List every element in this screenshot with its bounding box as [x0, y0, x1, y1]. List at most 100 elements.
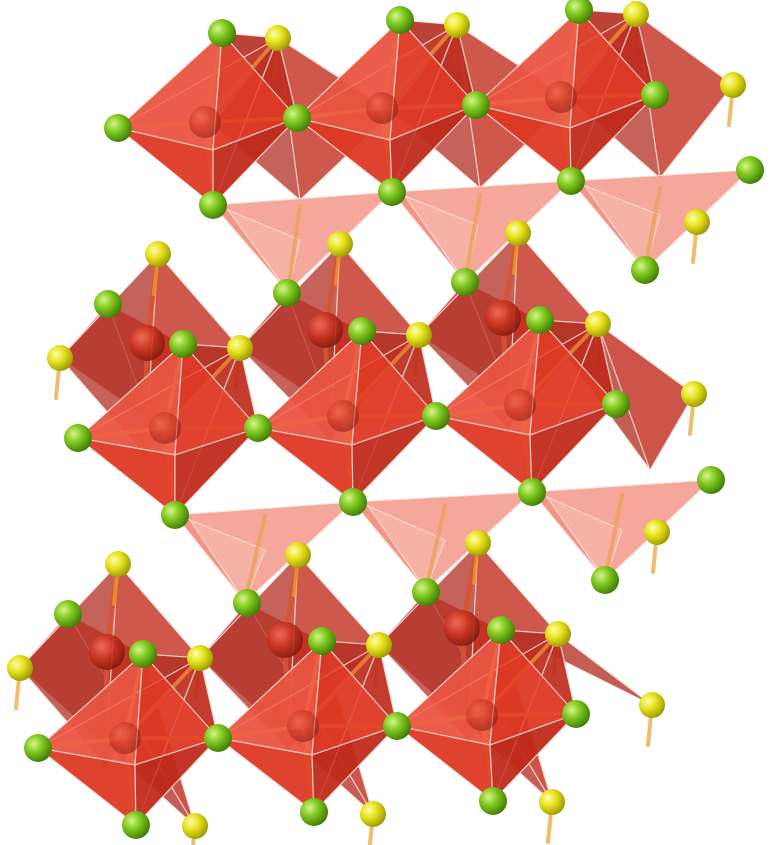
green-atom: [94, 290, 122, 318]
yellow-atom: [639, 692, 665, 718]
green-atom: [233, 589, 261, 617]
green-atom: [526, 306, 554, 334]
green-atom: [54, 600, 82, 628]
octahedron-pale-face: [188, 518, 266, 604]
bond: [286, 204, 302, 294]
green-atom: [565, 0, 593, 24]
yellow-atom: [145, 241, 171, 267]
green-atom: [129, 640, 157, 668]
green-atom: [24, 734, 52, 762]
yellow-atom: [644, 519, 670, 545]
octahedron-pale-face: [569, 169, 752, 271]
octahedron-face: [212, 117, 298, 207]
octahedron-face: [351, 415, 437, 504]
green-atom: [339, 488, 367, 516]
green-atom: [697, 466, 725, 494]
center-atom: [287, 710, 319, 742]
front-polyhedra-group: [36, 8, 657, 827]
green-atom: [308, 627, 336, 655]
yellow-atom: [684, 209, 710, 235]
bond: [603, 493, 624, 582]
yellow-atom: [465, 530, 491, 556]
center-atom: [267, 622, 303, 658]
yellow-atom: [406, 322, 432, 348]
green-atom: [557, 167, 585, 195]
yellow-atom: [505, 220, 531, 246]
octahedron-pale-face: [366, 504, 446, 592]
green-atom: [348, 317, 376, 345]
center-atom: [109, 722, 141, 754]
yellow-atom: [360, 801, 386, 827]
green-atom: [383, 712, 411, 740]
green-atom: [462, 91, 490, 119]
green-atom: [64, 424, 92, 452]
green-atom: [479, 787, 507, 815]
yellow-atom: [539, 789, 565, 815]
yellow-atom: [182, 813, 208, 839]
center-atom: [545, 81, 577, 113]
center-atom: [366, 92, 398, 124]
bond: [424, 503, 447, 592]
center-atom: [189, 106, 221, 138]
green-atom: [378, 178, 406, 206]
center-atom: [466, 699, 498, 731]
yellow-atom: [47, 345, 73, 371]
green-atom: [487, 616, 515, 644]
yellow-atom: [444, 12, 470, 38]
yellow-atom: [366, 632, 392, 658]
green-atom: [199, 191, 227, 219]
atoms-group: [7, 0, 764, 839]
green-atom: [204, 724, 232, 752]
green-atom: [631, 256, 659, 284]
green-atom: [161, 501, 189, 529]
green-atom: [273, 279, 301, 307]
yellow-atom: [623, 1, 649, 27]
green-atom: [386, 6, 414, 34]
green-atom: [208, 19, 236, 47]
octahedron-face: [174, 427, 259, 517]
center-atom: [149, 412, 181, 444]
green-atom: [122, 811, 150, 839]
bond: [463, 193, 482, 284]
green-atom: [412, 578, 440, 606]
yellow-atom: [7, 655, 33, 681]
octahedron-face: [489, 713, 577, 803]
center-atom: [89, 634, 125, 670]
center-atom: [444, 610, 480, 646]
octahedron-pale-face: [583, 184, 661, 272]
yellow-atom: [327, 231, 353, 257]
green-atom: [518, 478, 546, 506]
yellow-atom: [681, 381, 707, 407]
yellow-atom: [187, 645, 213, 671]
green-atom: [451, 268, 479, 296]
yellow-atom: [585, 311, 611, 337]
yellow-atom: [285, 542, 311, 568]
green-atom: [562, 700, 590, 728]
center-atom: [485, 300, 521, 336]
green-atom: [422, 402, 450, 430]
center-atom: [307, 312, 343, 348]
center-atom: [504, 389, 536, 421]
yellow-atom: [227, 335, 253, 361]
green-atom: [283, 104, 311, 132]
yellow-atom: [105, 551, 131, 577]
green-atom: [591, 566, 619, 594]
octahedron-face: [529, 403, 617, 494]
center-atom: [129, 325, 165, 361]
center-atom: [327, 400, 359, 432]
yellow-atom: [545, 621, 571, 647]
yellow-atom: [720, 72, 746, 98]
octahedron-face: [134, 737, 219, 827]
green-atom: [602, 390, 630, 418]
yellow-atom: [265, 25, 291, 51]
green-atom: [641, 81, 669, 109]
green-atom: [300, 798, 328, 826]
octahedron-pale-face: [545, 495, 623, 582]
octahedron-face: [569, 94, 656, 183]
octahedron-pale-face: [226, 208, 301, 294]
green-atom: [244, 414, 272, 442]
bond: [243, 514, 267, 604]
octahedron-face: [311, 725, 398, 814]
